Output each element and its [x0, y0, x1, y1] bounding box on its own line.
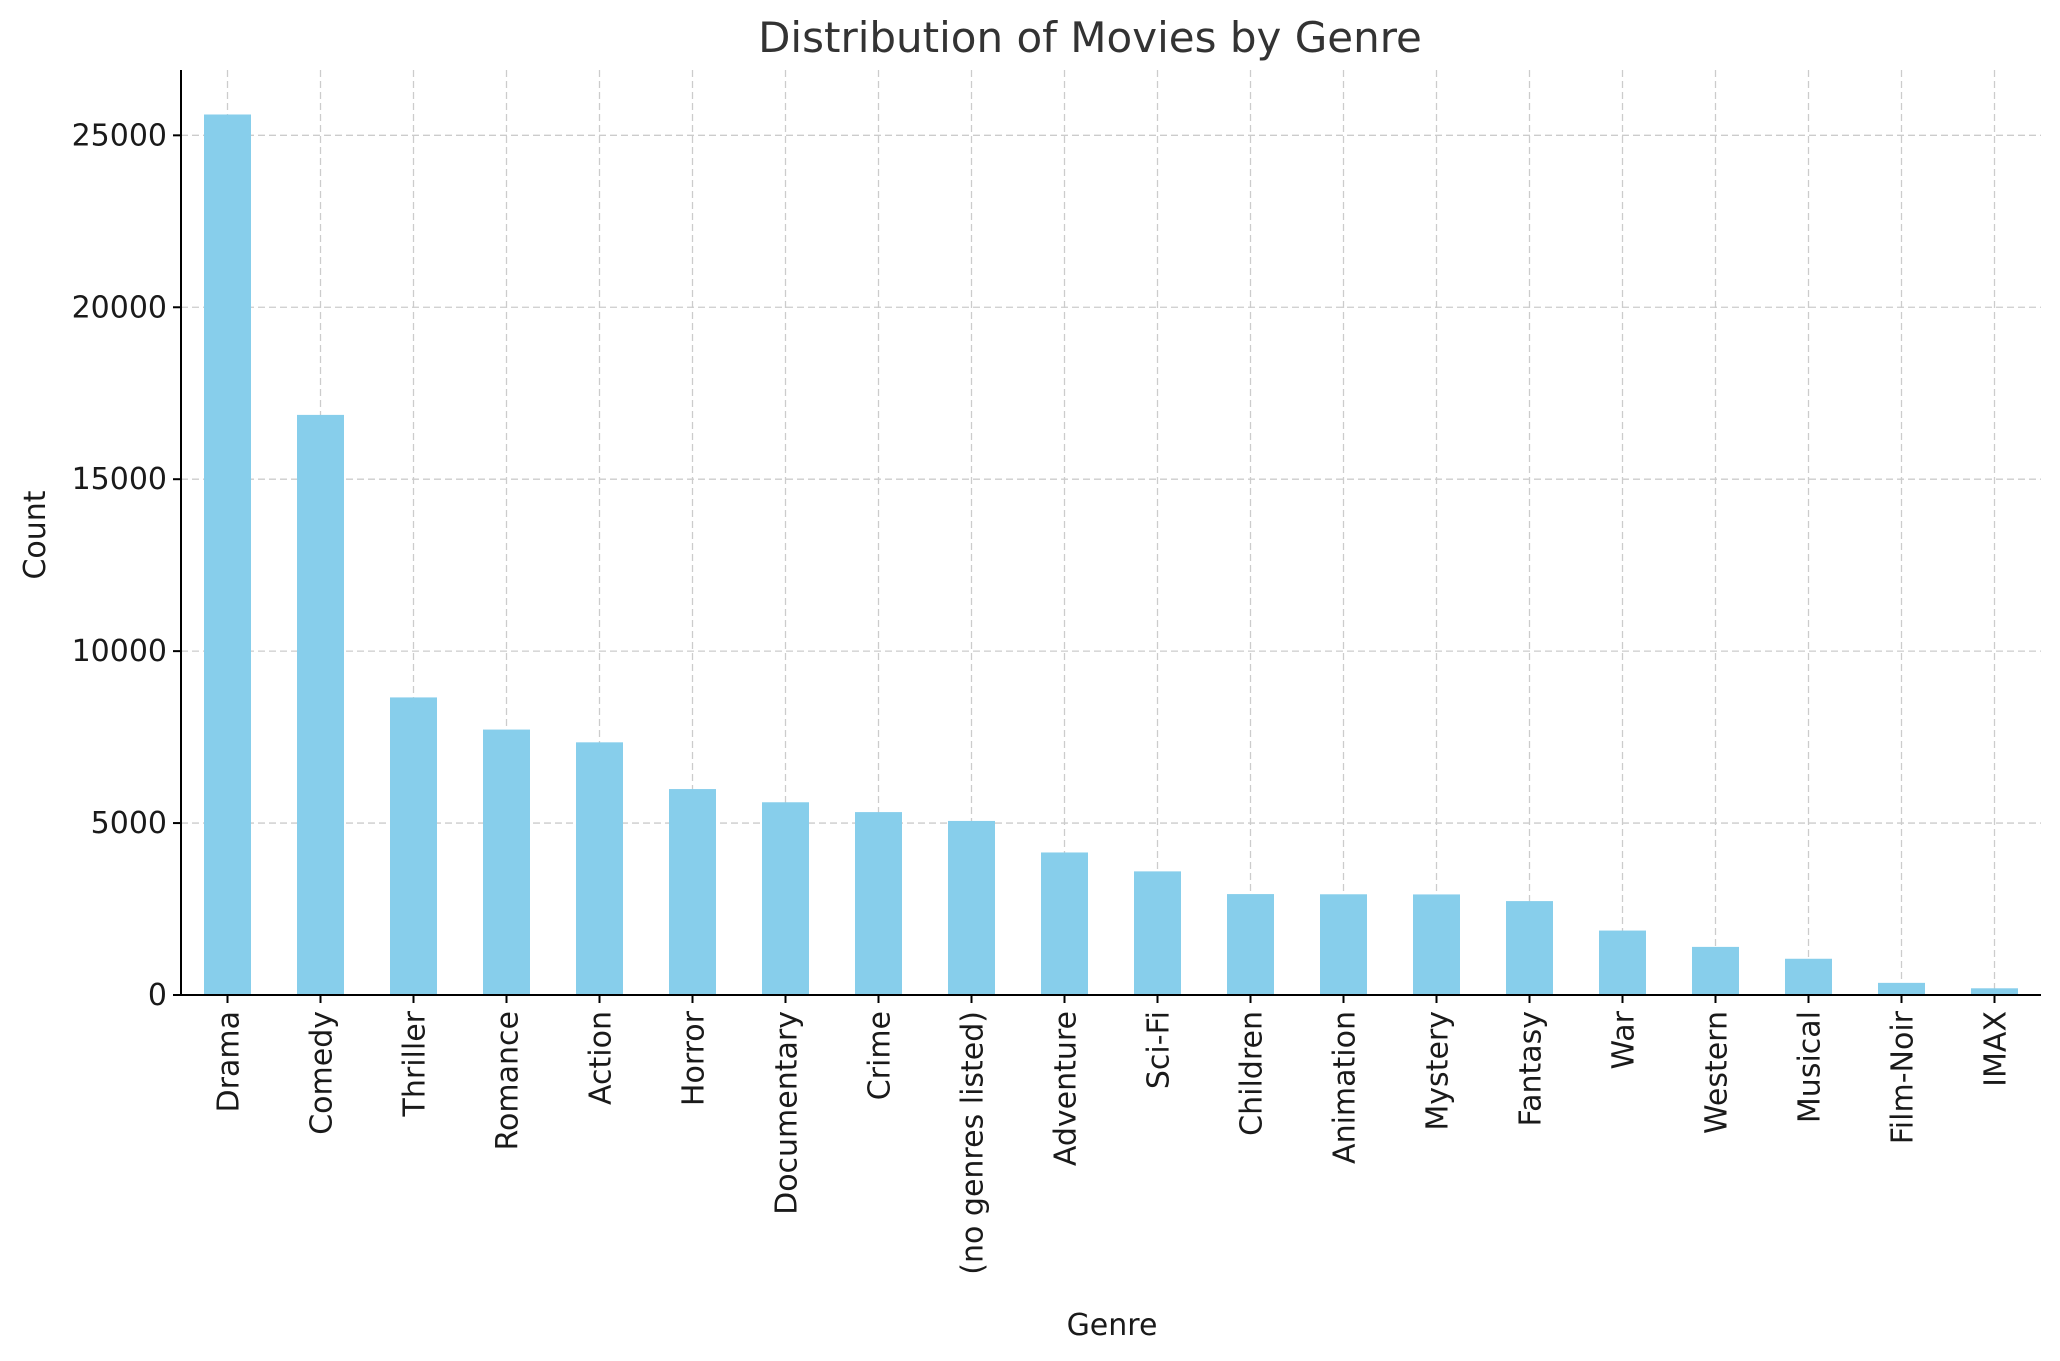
bar-western [1692, 946, 1739, 995]
x-tick-label: Crime [863, 1011, 898, 1100]
x-tick-label: Sci-Fi [1142, 1011, 1177, 1089]
x-tick-label: Western [1700, 1011, 1735, 1134]
y-tick-label: 10000 [72, 634, 167, 669]
bar-sci-fi [1134, 871, 1181, 995]
bar-no-genres-listed [948, 820, 995, 995]
grid-layer [181, 70, 2041, 995]
bar-thriller [390, 697, 437, 995]
bar-animation [1320, 894, 1367, 995]
ticks-layer: 0 5000 10000 15000 20000 25000 Drama Comedy Thri… [72, 118, 2014, 1274]
axes-layer [180, 70, 2041, 996]
bar-film-noir [1878, 982, 1925, 995]
y-tick-label: 20000 [72, 290, 167, 325]
x-axis-title: Genre [1067, 1308, 1158, 1343]
bars-layer [204, 114, 2018, 996]
x-tick-label: Horror [677, 1010, 712, 1106]
y-tick-label: 15000 [72, 462, 167, 497]
x-tick-label: Animation [1328, 1011, 1363, 1164]
bar-fantasy [1506, 901, 1553, 995]
x-tick-label: Action [584, 1011, 619, 1105]
x-tick-label: Documentary [770, 1011, 805, 1215]
x-tick-label: Adventure [1049, 1011, 1084, 1166]
chart-title: Distribution of Movies by Genre [758, 13, 1422, 62]
y-axis-title: Count [18, 490, 53, 579]
x-tick-label: Thriller [398, 1010, 433, 1117]
bar-children [1227, 894, 1274, 995]
bar-romance [483, 729, 530, 995]
bar-drama [204, 114, 251, 996]
bar-crime [855, 812, 902, 995]
bar-adventure [1041, 852, 1088, 995]
x-tick-label: Children [1235, 1011, 1270, 1136]
x-tick-label: Film-Noir [1886, 1010, 1921, 1144]
bar-documentary [762, 802, 809, 995]
bar-musical [1785, 958, 1832, 995]
x-tick-label: Fantasy [1514, 1011, 1549, 1126]
x-tick-label: (no genres listed) [956, 1011, 991, 1275]
bar-action [576, 742, 623, 995]
x-tick-label: IMAX [1979, 1011, 2014, 1087]
x-tick-label: Musical [1793, 1011, 1828, 1123]
y-tick-label: 5000 [91, 806, 167, 841]
bar-horror [669, 789, 716, 995]
x-tick-label: Mystery [1421, 1011, 1456, 1131]
bar-mystery [1413, 894, 1460, 995]
x-tick-label: Comedy [305, 1011, 340, 1135]
x-tick-label: War [1607, 1010, 1642, 1069]
x-tick-label: Romance [491, 1011, 526, 1150]
y-tick-label: 25000 [72, 118, 167, 153]
bar-war [1599, 930, 1646, 995]
bar-imax [1971, 988, 2018, 995]
bar-comedy [297, 414, 344, 995]
y-tick-label: 0 [148, 978, 167, 1013]
x-tick-label: Drama [212, 1011, 247, 1112]
